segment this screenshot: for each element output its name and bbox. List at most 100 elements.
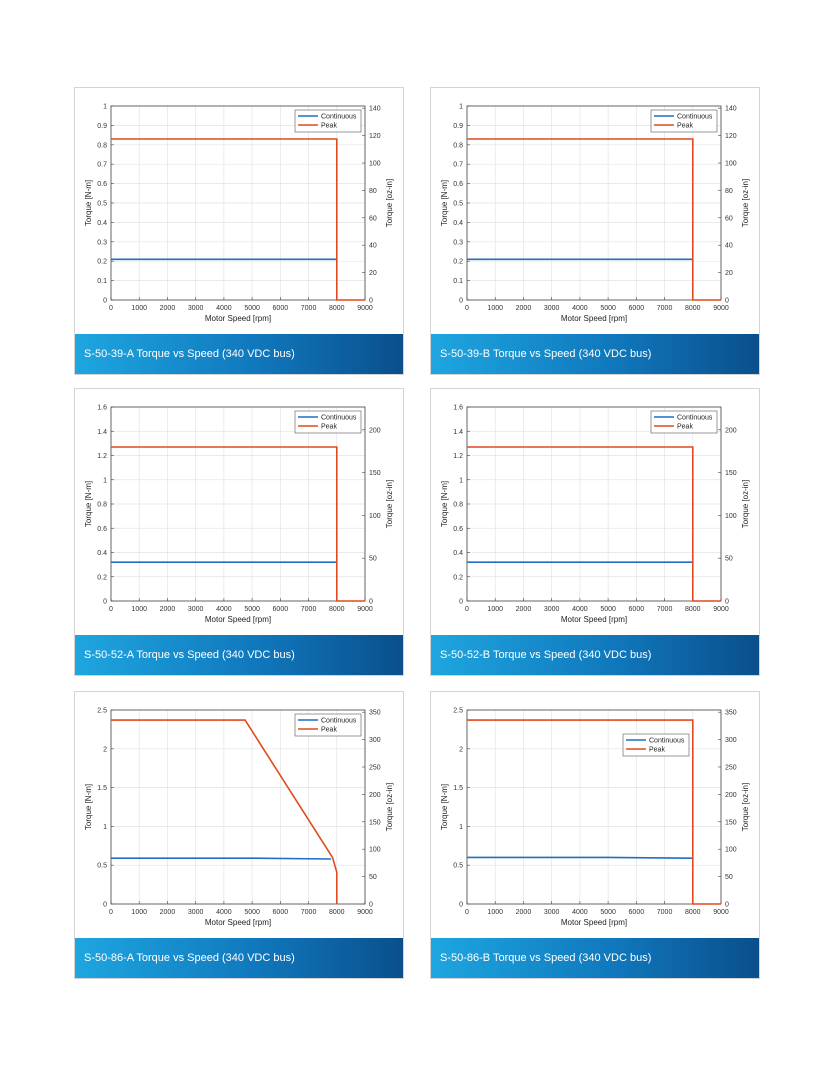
plot-frame — [110, 709, 366, 905]
y-tick-label: 0 — [103, 599, 107, 606]
x-tick-label: 8000 — [685, 606, 701, 613]
y2-axis-label: Torque [oz-in] — [385, 480, 394, 528]
y2-tick-label: 40 — [725, 243, 733, 250]
y-tick-label: 1.4 — [97, 429, 107, 436]
y2-tick-label: 250 — [725, 764, 737, 771]
y-tick-label: 0 — [459, 599, 463, 606]
y-tick-label: 1.6 — [97, 405, 107, 412]
y2-tick-label: 0 — [369, 298, 373, 305]
y-tick-label: 1 — [103, 104, 107, 111]
y-tick-label: 0.5 — [453, 201, 463, 208]
y2-tick-label: 100 — [725, 513, 737, 520]
y-tick-label: 0.5 — [97, 201, 107, 208]
y-tick-label: 0.2 — [97, 574, 107, 581]
x-tick-label: 0 — [465, 305, 469, 312]
torque-speed-chart: 0 1000 2000 3000 4000 5000 6000 7000 8000 900000.… — [84, 104, 394, 324]
y2-tick-label: 60 — [369, 215, 377, 222]
x-tick-label: 3000 — [544, 909, 560, 916]
y2-tick-label: 100 — [725, 847, 737, 854]
y2-tick-label: 100 — [369, 513, 381, 520]
y-axis-label: Torque [N-m] — [440, 481, 449, 527]
y-tick-label: 0.3 — [453, 239, 463, 246]
x-tick-label: 8000 — [685, 909, 701, 916]
series-line-peak — [111, 446, 365, 602]
y-tick-label: 0.6 — [97, 181, 107, 188]
y-tick-label: 1 — [103, 477, 107, 484]
y-tick-label: 1.6 — [453, 405, 463, 412]
y-axis-label: Torque [N-m] — [84, 784, 93, 830]
legend-label: Peak — [677, 424, 693, 431]
y2-tick-label: 50 — [369, 556, 377, 563]
x-axis-label: Motor Speed [rpm] — [205, 615, 271, 624]
x-tick-label: 6000 — [273, 305, 289, 312]
legend-label: Peak — [677, 123, 693, 130]
legend-label: Peak — [321, 123, 337, 130]
y-tick-label: 0.8 — [453, 502, 463, 509]
y-tick-label: 0.4 — [453, 220, 463, 227]
chart-card-s50-86-b: 0 1000 2000 3000 4000 5000 6000 7000 8000 9000 0 0.… — [430, 691, 760, 979]
series-line-peak — [467, 446, 721, 602]
x-tick-label: 3000 — [544, 305, 560, 312]
legend-label: Continuous — [649, 738, 685, 745]
torque-speed-chart: 0 1000 2000 3000 4000 5000 6000 7000 8000 900000.… — [440, 405, 750, 625]
y-tick-label: 0.5 — [97, 863, 107, 870]
y-tick-label: 0.9 — [453, 123, 463, 130]
x-tick-label: 7000 — [657, 909, 673, 916]
chart-card-s50-52-b: 0 1000 2000 3000 4000 5000 6000 7000 8000 9000 0 0.… — [430, 388, 760, 676]
x-tick-label: 1000 — [487, 909, 503, 916]
x-tick-label: 6000 — [273, 606, 289, 613]
x-tick-label: 5000 — [244, 305, 260, 312]
y-tick-label: 1.5 — [453, 785, 463, 792]
y2-tick-label: 20 — [725, 270, 733, 277]
x-axis-label: Motor Speed [rpm] — [561, 314, 627, 323]
y2-tick-label: 100 — [369, 160, 381, 167]
y2-tick-label: 140 — [369, 106, 381, 113]
y-tick-label: 1 — [459, 477, 463, 484]
y2-tick-label: 200 — [369, 427, 381, 434]
x-tick-label: 7000 — [301, 606, 317, 613]
legend-label: Continuous — [321, 114, 357, 121]
x-tick-label: 7000 — [657, 606, 673, 613]
y2-tick-label: 150 — [725, 819, 737, 826]
y-axis-label: Torque [N-m] — [440, 180, 449, 226]
y-tick-label: 0.2 — [453, 574, 463, 581]
y2-tick-label: 0 — [725, 599, 729, 606]
x-tick-label: 0 — [109, 909, 113, 916]
y-tick-label: 0.2 — [97, 259, 107, 266]
y-tick-label: 1.5 — [97, 785, 107, 792]
y2-tick-label: 300 — [725, 737, 737, 744]
x-tick-label: 4000 — [216, 909, 232, 916]
y2-tick-label: 80 — [725, 188, 733, 195]
chart-card-s50-39-a: 0 1000 2000 3000 4000 5000 6000 7000 8000 9000 0 0.… — [74, 87, 404, 375]
y2-tick-label: 60 — [725, 215, 733, 222]
x-tick-label: 4000 — [216, 606, 232, 613]
x-tick-label: 5000 — [244, 909, 260, 916]
torque-speed-chart: 0 1000 2000 3000 4000 5000 6000 7000 8000 900000.… — [440, 104, 750, 324]
x-tick-label: 5000 — [600, 606, 616, 613]
x-tick-label: 3000 — [188, 909, 204, 916]
y2-axis-label: Torque [oz-in] — [741, 179, 750, 227]
x-tick-label: 6000 — [629, 909, 645, 916]
torque-speed-chart: 0 1000 2000 3000 4000 5000 6000 7000 8000 900000.… — [84, 405, 394, 625]
legend-label: Continuous — [321, 415, 357, 422]
x-tick-label: 3000 — [544, 606, 560, 613]
x-tick-label: 7000 — [301, 909, 317, 916]
series-line-continuous — [111, 857, 332, 860]
x-tick-label: 4000 — [572, 909, 588, 916]
y-tick-label: 0.8 — [453, 142, 463, 149]
x-tick-label: 9000 — [713, 606, 729, 613]
x-tick-label: 6000 — [629, 305, 645, 312]
series-line-continuous — [467, 856, 693, 859]
x-tick-label: 9000 — [357, 606, 373, 613]
y-tick-label: 0.4 — [453, 550, 463, 557]
x-tick-label: 1000 — [131, 909, 147, 916]
x-tick-label: 2000 — [516, 909, 532, 916]
y2-tick-label: 120 — [369, 133, 381, 140]
y2-tick-label: 40 — [369, 243, 377, 250]
chart-caption: S-50-86-A Torque vs Speed (340 VDC bus) — [75, 938, 403, 978]
y2-tick-label: 0 — [725, 298, 729, 305]
y2-tick-label: 80 — [369, 188, 377, 195]
y-tick-label: 0.3 — [97, 239, 107, 246]
x-tick-label: 4000 — [216, 305, 232, 312]
x-tick-label: 4000 — [572, 606, 588, 613]
